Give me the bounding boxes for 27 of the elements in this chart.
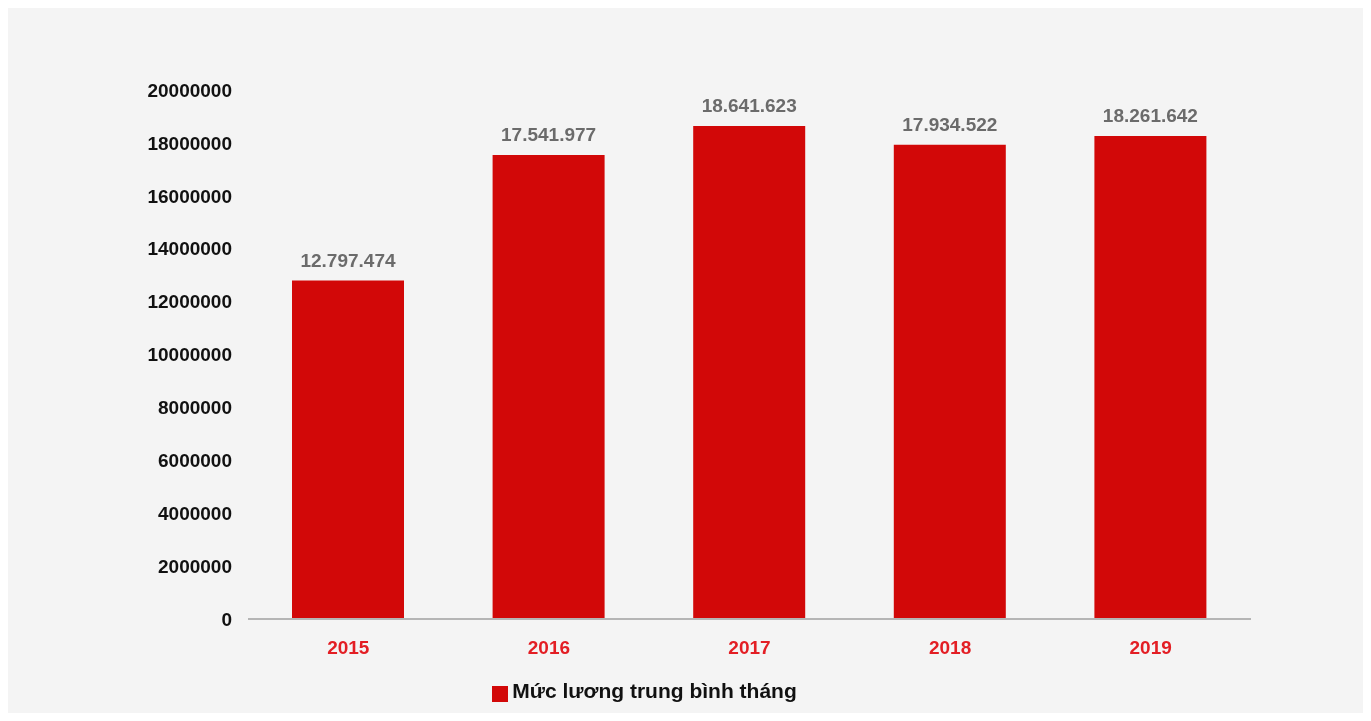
x-tick-label: 2018 [928, 637, 972, 659]
y-tick-label: 16000000 [147, 185, 232, 207]
data-label: 12.797.474 [300, 249, 396, 271]
y-tick-label: 14000000 [147, 238, 232, 260]
y-tick-label: 20000000 [147, 79, 232, 101]
y-tick-label: 6000000 [158, 450, 232, 472]
y-tick-label: 8000000 [158, 397, 232, 419]
data-label: 17.934.522 [902, 113, 998, 135]
bar [492, 155, 605, 619]
bar [1094, 135, 1207, 619]
bar [693, 125, 806, 619]
x-tick-label: 2019 [1129, 637, 1172, 659]
data-label: 17.541.977 [501, 124, 597, 146]
x-tick-label: 2015 [327, 637, 370, 659]
y-tick-label: 0 [221, 608, 232, 630]
x-tick-label: 2017 [728, 637, 771, 659]
y-tick-label: 4000000 [158, 502, 232, 524]
y-tick-label: 10000000 [147, 344, 232, 366]
y-tick-label: 18000000 [147, 132, 232, 154]
data-label: 18.261.642 [1102, 104, 1198, 126]
y-tick-label: 2000000 [158, 555, 232, 577]
bar [292, 280, 404, 619]
data-label: 18.641.623 [701, 94, 797, 116]
bar [893, 144, 1006, 619]
x-tick-label: 2016 [527, 637, 571, 659]
y-tick-label: 12000000 [147, 291, 232, 313]
legend-label: Mức lương trung bình tháng [512, 679, 797, 702]
